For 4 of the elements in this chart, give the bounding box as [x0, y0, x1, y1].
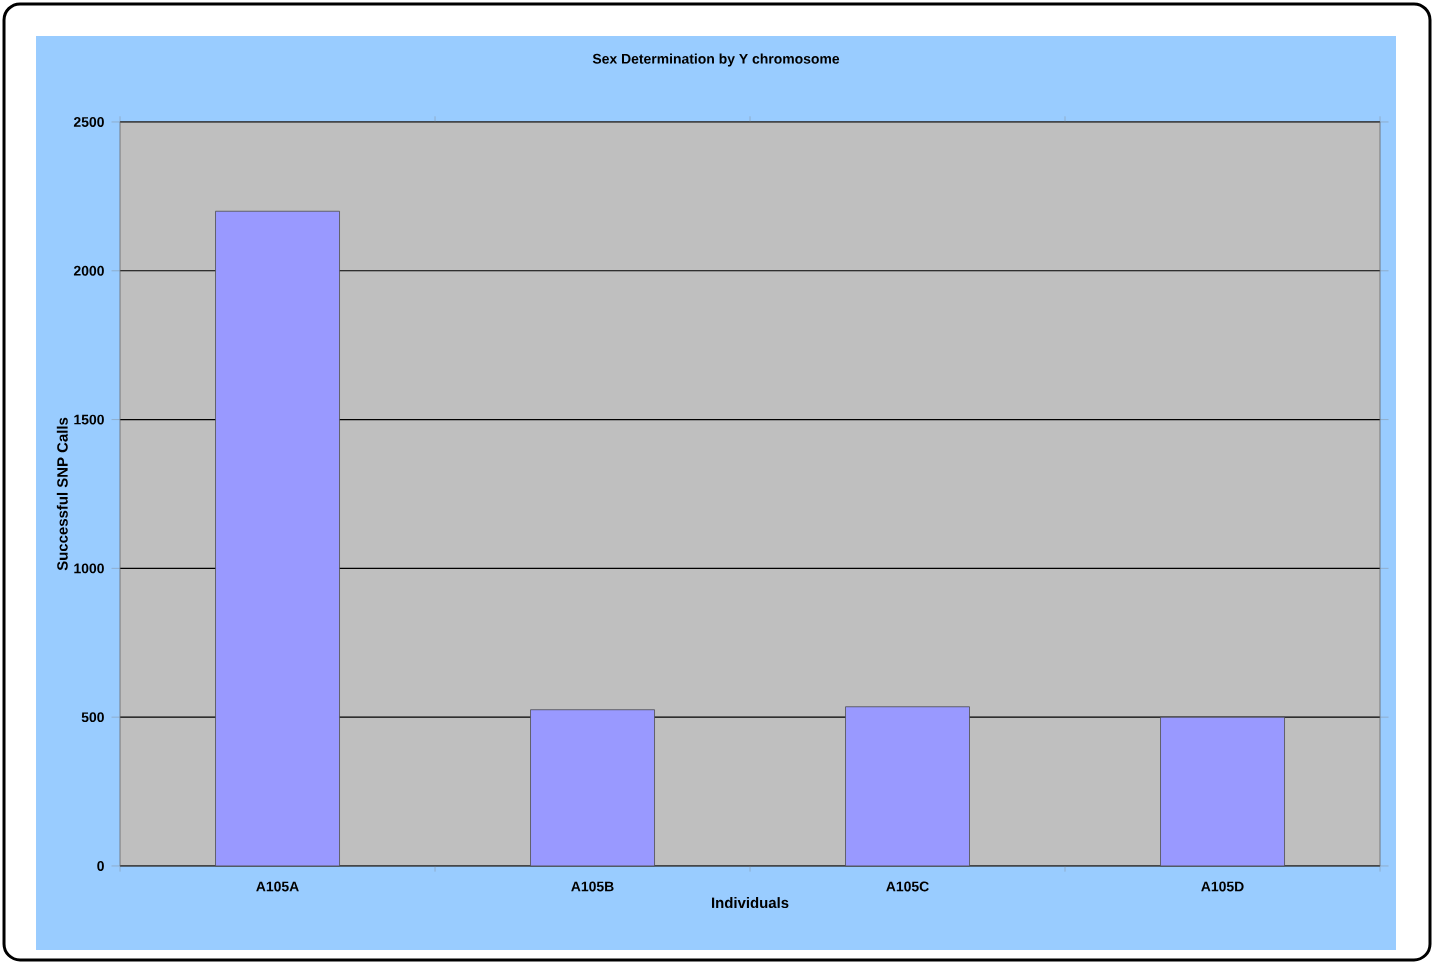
bar — [1160, 716, 1285, 867]
bar — [845, 706, 970, 867]
bar — [530, 709, 655, 867]
bar — [215, 210, 340, 867]
